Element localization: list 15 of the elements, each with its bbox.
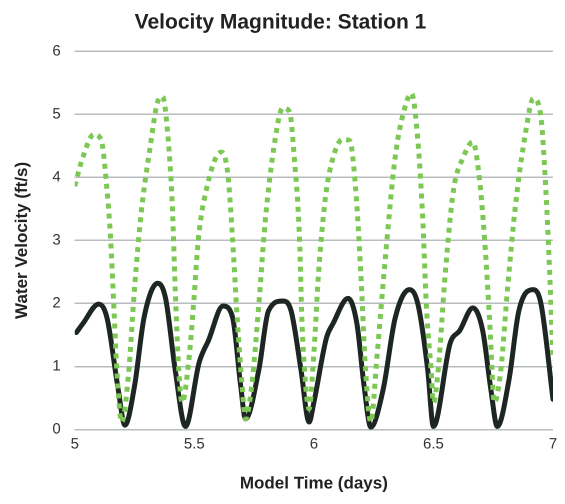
- y-tick-label: 1: [52, 358, 61, 375]
- y-axis-title: Water Velocity (ft/s): [12, 162, 31, 319]
- x-tick-label: 6.5: [423, 436, 444, 453]
- x-tick-label: 5.5: [184, 436, 205, 453]
- y-tick-label: 2: [52, 294, 61, 312]
- y-tick-label: 5: [52, 105, 61, 122]
- x-tick-label: 5: [70, 436, 79, 453]
- y-tick-label: 6: [52, 42, 61, 60]
- x-tick-label: 7: [548, 436, 558, 453]
- y-tick-label: 4: [52, 168, 61, 186]
- x-tick-label: 6: [310, 436, 318, 453]
- y-tick-label: 3: [52, 232, 61, 249]
- x-axis-title: Model Time (days): [240, 473, 388, 492]
- y-tick-label: 0: [52, 420, 61, 438]
- chart-title: Velocity Magnitude: Station 1: [134, 10, 427, 34]
